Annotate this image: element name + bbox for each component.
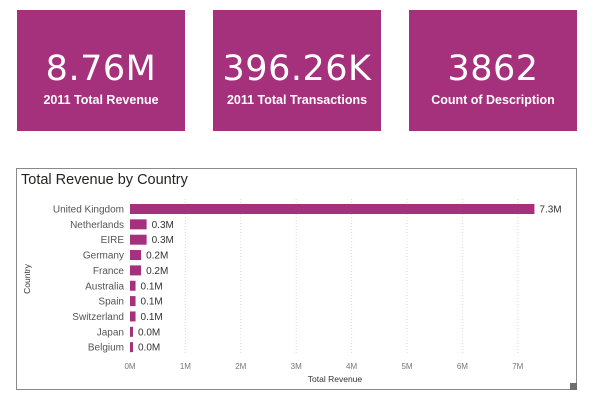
kpi-value: 8.76M (45, 49, 157, 89)
y-tick-label: EIRE (101, 235, 125, 246)
y-tick-label: Netherlands (70, 220, 124, 231)
bar-chart: 0M 1M 2M 3M 4M 5M 6M 7M United Kingdom 7.3M Nether… (22, 199, 562, 384)
x-tick-label: 6M (457, 362, 468, 371)
kpi-label: 2011 Total Transactions (226, 93, 368, 107)
bar (130, 326, 133, 337)
data-label: 0.1M (141, 281, 163, 292)
bar (130, 250, 142, 261)
data-label: 0.3M (152, 220, 174, 231)
y-tick-label: Spain (98, 297, 124, 308)
y-tick-label: Belgium (88, 343, 124, 354)
y-tick-label: United Kingdom (53, 205, 124, 216)
kpi-card-total-transactions: 396.26K 2011 Total Transactions (213, 10, 381, 131)
bar (130, 234, 147, 245)
data-label: 0.0M (138, 327, 160, 338)
bar (130, 342, 133, 353)
y-tick-label: Australia (85, 281, 124, 292)
data-label: 0.2M (146, 266, 168, 277)
y-tick-label: Switzerland (72, 312, 124, 323)
bar (130, 265, 142, 276)
data-label: 0.0M (138, 343, 160, 354)
x-tick-label: 5M (401, 362, 412, 371)
x-axis-title: Total Revenue (308, 374, 363, 384)
y-axis-title: Country (22, 263, 32, 294)
data-label: 0.1M (141, 312, 163, 323)
x-tick-label: 1M (180, 362, 191, 371)
kpi-value: 3862 (447, 49, 539, 89)
y-tick-label: Germany (83, 251, 124, 262)
kpi-card-total-revenue: 8.76M 2011 Total Revenue (17, 10, 185, 131)
kpi-value: 396.26K (222, 49, 372, 89)
bar (130, 219, 147, 230)
x-tick-label: 4M (346, 362, 357, 371)
bar (130, 296, 136, 307)
x-tick-label: 3M (291, 362, 302, 371)
bar (130, 280, 136, 291)
x-tick-label: 7M (512, 362, 523, 371)
y-tick-label: France (93, 266, 125, 277)
data-label: 0.2M (146, 251, 168, 262)
kpi-label: Count of Description (431, 93, 555, 107)
revenue-by-country-chart-panel[interactable]: Total Revenue by Country 0M 1M 2M 3M 4M 5M 6M 7… (16, 168, 577, 390)
data-label: 7.3M (539, 205, 561, 216)
kpi-card-count-description: 3862 Count of Description (409, 10, 577, 131)
chart-title: Total Revenue by Country (21, 172, 188, 188)
kpi-label: 2011 Total Revenue (43, 93, 159, 107)
data-label: 0.1M (141, 297, 163, 308)
resize-handle[interactable] (570, 383, 577, 390)
bar (130, 204, 535, 214)
y-tick-label: Japan (97, 327, 124, 338)
data-label: 0.3M (152, 235, 174, 246)
x-tick-label: 0M (124, 362, 135, 371)
bar (130, 311, 136, 322)
x-tick-label: 2M (235, 362, 246, 371)
